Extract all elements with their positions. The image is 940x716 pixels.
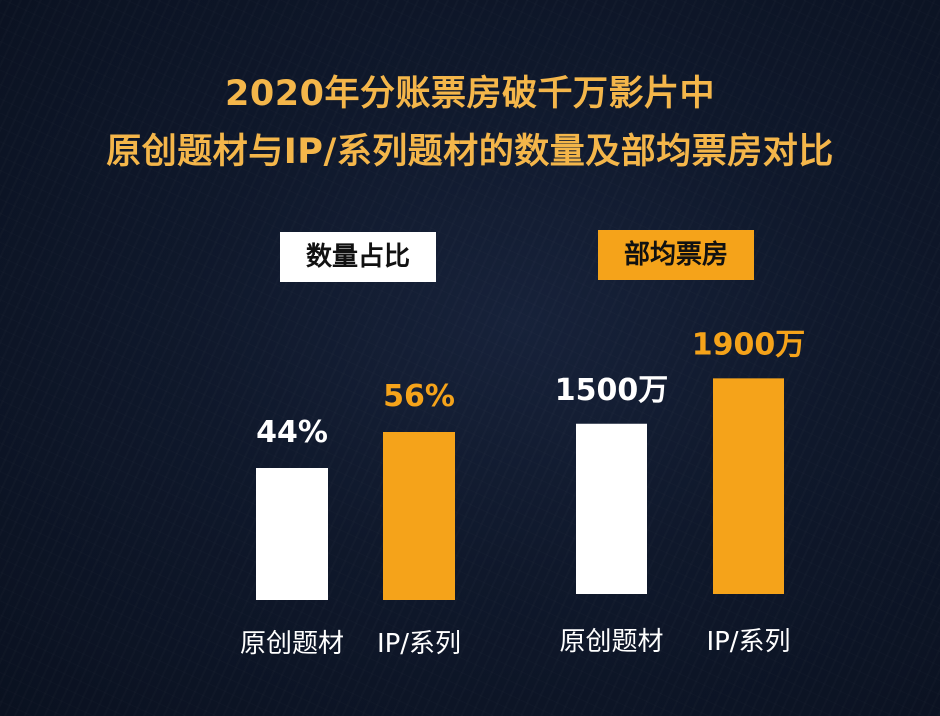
category-label-1-0: 原创题材 <box>559 627 663 657</box>
chart-title-line-2: 原创题材与IP/系列题材的数量及部均票房对比 <box>106 132 834 172</box>
value-label-0-1: 56% <box>383 379 455 414</box>
value-label-1-0: 1500万 <box>555 373 669 408</box>
bar-1-1 <box>713 378 784 594</box>
value-label-1-1: 1900万 <box>692 327 806 362</box>
category-label-1-1: IP/系列 <box>706 627 790 657</box>
value-label-0-0: 44% <box>256 415 328 450</box>
category-label-0-1: IP/系列 <box>377 629 461 659</box>
category-label-0-0: 原创题材 <box>240 629 344 659</box>
panel-title-count-share: 数量占比 <box>280 232 436 282</box>
bar-0-0 <box>256 468 328 600</box>
bar-1-0 <box>576 423 647 594</box>
bar-0-1 <box>383 432 455 600</box>
chart-title-line-1: 2020年分账票房破千万影片中 <box>225 74 715 114</box>
panel-title-avg-box-office: 部均票房 <box>598 230 754 280</box>
